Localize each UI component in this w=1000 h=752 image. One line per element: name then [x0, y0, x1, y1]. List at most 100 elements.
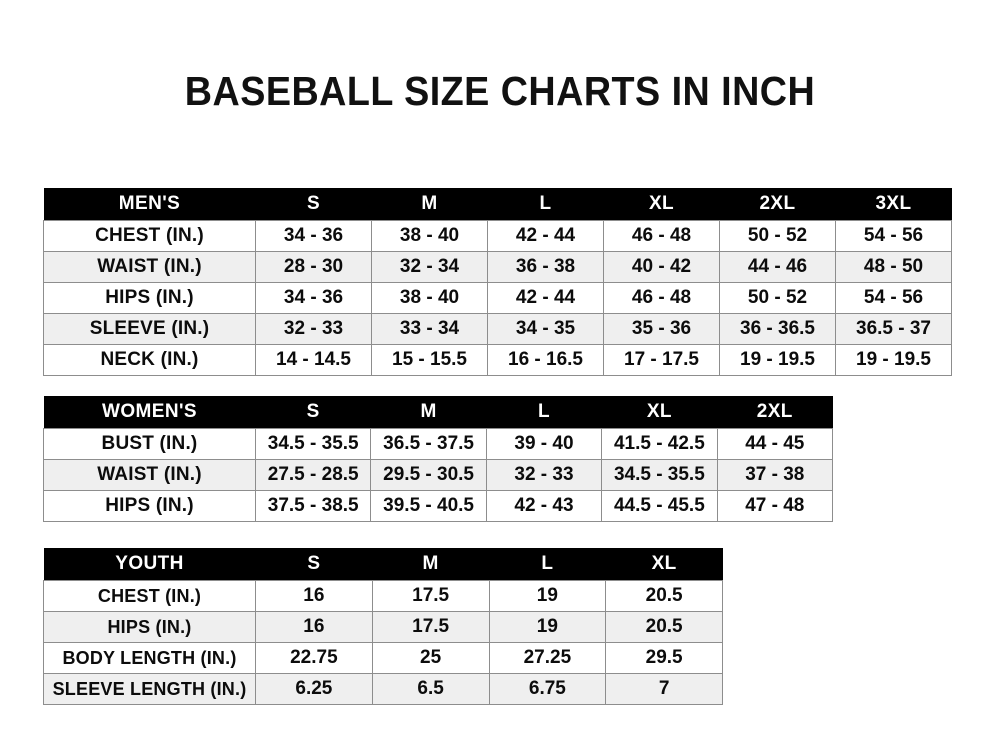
- mens-measurement-cell: 54 - 56: [835, 220, 952, 252]
- womens-measurement-cell: 37 - 38: [716, 459, 834, 491]
- youth-size-table: YOUTH S M L XL CHEST (IN.) 16 17.5 19 20.5 HIPS (…: [43, 548, 723, 705]
- mens-row-label: CHEST (IN.): [43, 220, 256, 252]
- youth-row-label: BODY LENGTH (IN.): [43, 642, 256, 674]
- womens-measurement-cell: 47 - 48: [716, 490, 834, 522]
- youth-measurement-cell: 6.5: [371, 673, 490, 705]
- mens-header-row: MEN'S S M L XL 2XL 3XL: [43, 188, 952, 221]
- table-row: BUST (IN.) 34.5 - 35.5 36.5 - 37.5 39 - 40 4…: [43, 428, 834, 460]
- table-row: BODY LENGTH (IN.) 22.75 25 27.25 29.5: [43, 642, 723, 674]
- mens-row-label: SLEEVE (IN.): [43, 313, 256, 345]
- mens-row-label: NECK (IN.): [43, 344, 256, 376]
- mens-row-label: WAIST (IN.): [43, 251, 256, 283]
- womens-row-label: WAIST (IN.): [43, 459, 256, 491]
- youth-measurement-cell: 22.75: [255, 642, 373, 674]
- womens-measurement-cell: 37.5 - 38.5: [254, 490, 372, 522]
- mens-measurement-cell: 36 - 38: [487, 251, 604, 283]
- mens-measurement-cell: 32 - 33: [255, 313, 372, 345]
- table-row: HIPS (IN.) 16 17.5 19 20.5: [43, 611, 723, 643]
- mens-measurement-cell: 28 - 30: [255, 251, 372, 283]
- mens-measurement-cell: 50 - 52: [719, 220, 836, 252]
- youth-size-header-s: S: [255, 548, 373, 581]
- youth-measurement-cell: 17.5: [371, 580, 490, 612]
- womens-size-header-m: M: [370, 396, 487, 429]
- mens-measurement-cell: 16 - 16.5: [487, 344, 604, 376]
- womens-measurement-cell: 42 - 43: [485, 490, 603, 522]
- mens-measurement-cell: 15 - 15.5: [371, 344, 488, 376]
- youth-table-body: CHEST (IN.) 16 17.5 19 20.5 HIPS (IN.) 16 17.5 1…: [43, 580, 723, 705]
- table-row: HIPS (IN.) 34 - 36 38 - 40 42 - 44 46 - 48 50…: [43, 282, 952, 314]
- womens-table-body: BUST (IN.) 34.5 - 35.5 36.5 - 37.5 39 - 40 4…: [43, 428, 834, 522]
- youth-measurement-cell: 6.25: [255, 673, 373, 705]
- youth-size-header-l: L: [489, 548, 606, 581]
- mens-row-label: HIPS (IN.): [43, 282, 256, 314]
- mens-measurement-cell: 19 - 19.5: [835, 344, 952, 376]
- womens-header-row: WOMEN'S S M L XL 2XL: [43, 396, 833, 429]
- womens-measurement-cell: 34.5 - 35.5: [601, 459, 718, 491]
- table-row: WAIST (IN.) 27.5 - 28.5 29.5 - 30.5 32 - 33…: [43, 459, 834, 491]
- youth-size-header-m: M: [372, 548, 489, 581]
- youth-measurement-cell: 6.75: [488, 673, 607, 705]
- youth-measurement-cell: 29.5: [605, 642, 723, 674]
- mens-measurement-cell: 17 - 17.5: [603, 344, 720, 376]
- youth-measurement-cell: 17.5: [371, 611, 490, 643]
- mens-measurement-cell: 54 - 56: [835, 282, 952, 314]
- youth-row-label: HIPS (IN.): [43, 611, 256, 643]
- table-row: HIPS (IN.) 37.5 - 38.5 39.5 - 40.5 42 - 43 4…: [43, 490, 834, 522]
- youth-measurement-cell: 20.5: [605, 580, 723, 612]
- mens-measurement-cell: 38 - 40: [371, 220, 488, 252]
- youth-measurement-cell: 27.25: [488, 642, 607, 674]
- mens-measurement-cell: 50 - 52: [719, 282, 836, 314]
- mens-size-header-xl: XL: [603, 188, 720, 221]
- womens-size-header-s: S: [255, 396, 371, 429]
- mens-size-header-3xl: 3XL: [835, 188, 952, 221]
- table-row: SLEEVE LENGTH (IN.) 6.25 6.5 6.75 7: [43, 673, 723, 705]
- mens-category-header: MEN'S: [43, 188, 256, 221]
- table-row: WAIST (IN.) 28 - 30 32 - 34 36 - 38 40 - 42 4…: [43, 251, 952, 283]
- youth-measurement-cell: 25: [371, 642, 490, 674]
- womens-measurement-cell: 39 - 40: [485, 428, 603, 460]
- womens-measurement-cell: 34.5 - 35.5: [254, 428, 372, 460]
- womens-measurement-cell: 44.5 - 45.5: [601, 490, 718, 522]
- youth-measurement-cell: 16: [255, 580, 373, 612]
- table-row: CHEST (IN.) 16 17.5 19 20.5: [43, 580, 723, 612]
- mens-table-body: CHEST (IN.) 34 - 36 38 - 40 42 - 44 46 - 48 5…: [43, 220, 952, 376]
- youth-row-label: SLEEVE LENGTH (IN.): [43, 673, 256, 705]
- womens-row-label: BUST (IN.): [43, 428, 256, 460]
- womens-measurement-cell: 29.5 - 30.5: [370, 459, 487, 491]
- table-row: NECK (IN.) 14 - 14.5 15 - 15.5 16 - 16.5 17 …: [43, 344, 952, 376]
- womens-measurement-cell: 44 - 45: [716, 428, 834, 460]
- youth-header-row: YOUTH S M L XL: [43, 548, 723, 581]
- youth-measurement-cell: 20.5: [605, 611, 723, 643]
- youth-measurement-cell: 16: [255, 611, 373, 643]
- mens-measurement-cell: 42 - 44: [487, 220, 604, 252]
- mens-measurement-cell: 38 - 40: [371, 282, 488, 314]
- womens-size-header-xl: XL: [601, 396, 718, 429]
- mens-measurement-cell: 46 - 48: [603, 282, 720, 314]
- mens-table-head: MEN'S S M L XL 2XL 3XL: [43, 188, 952, 221]
- womens-size-header-2xl: 2XL: [717, 396, 833, 429]
- mens-size-table: MEN'S S M L XL 2XL 3XL CHEST (IN.) 34 - 36 38 - …: [43, 188, 952, 376]
- womens-measurement-cell: 36.5 - 37.5: [370, 428, 487, 460]
- mens-measurement-cell: 46 - 48: [603, 220, 720, 252]
- mens-size-header-l: L: [487, 188, 604, 221]
- womens-measurement-cell: 27.5 - 28.5: [254, 459, 372, 491]
- youth-category-header: YOUTH: [43, 548, 256, 581]
- mens-size-header-m: M: [371, 188, 488, 221]
- youth-row-label: CHEST (IN.): [43, 580, 256, 612]
- youth-measurement-cell: 7: [605, 673, 723, 705]
- mens-measurement-cell: 36 - 36.5: [719, 313, 836, 345]
- mens-measurement-cell: 19 - 19.5: [719, 344, 836, 376]
- womens-size-header-l: L: [486, 396, 602, 429]
- mens-measurement-cell: 36.5 - 37: [835, 313, 952, 345]
- womens-measurement-cell: 41.5 - 42.5: [601, 428, 718, 460]
- mens-measurement-cell: 34 - 35: [487, 313, 604, 345]
- mens-size-header-2xl: 2XL: [719, 188, 836, 221]
- youth-size-header-xl: XL: [605, 548, 723, 581]
- mens-measurement-cell: 34 - 36: [255, 282, 372, 314]
- youth-measurement-cell: 19: [488, 580, 607, 612]
- table-row: CHEST (IN.) 34 - 36 38 - 40 42 - 44 46 - 48 5…: [43, 220, 952, 252]
- womens-category-header: WOMEN'S: [43, 396, 256, 429]
- mens-measurement-cell: 14 - 14.5: [255, 344, 372, 376]
- womens-row-label: HIPS (IN.): [43, 490, 256, 522]
